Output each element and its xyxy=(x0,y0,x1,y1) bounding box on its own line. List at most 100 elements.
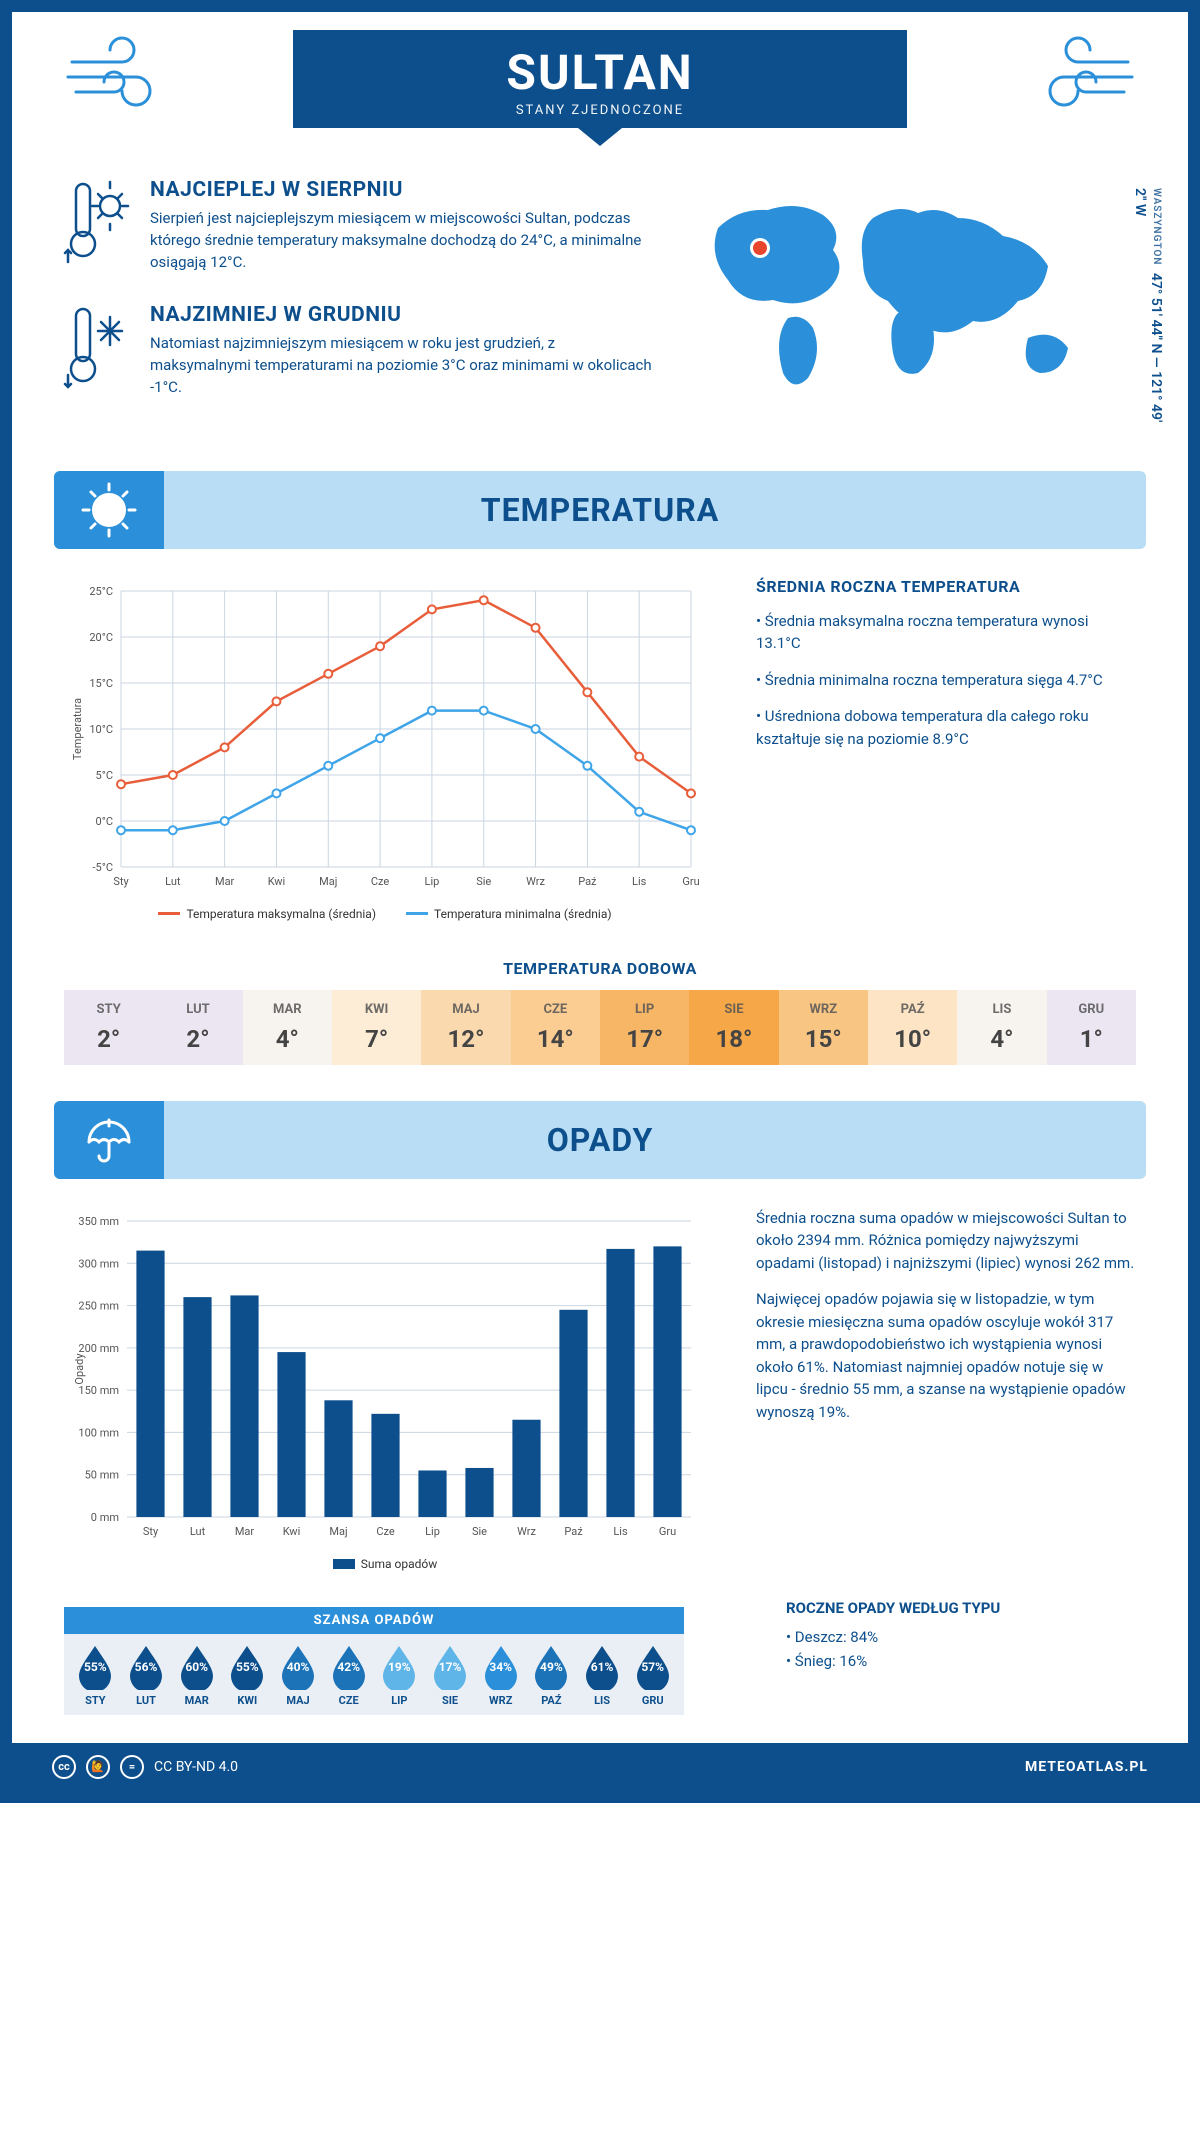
svg-text:0°C: 0°C xyxy=(96,815,113,828)
daily-cell: LIS4° xyxy=(957,990,1046,1065)
legend-min: Temperatura minimalna (średnia) xyxy=(406,907,612,921)
precipitation-chart: 0 mm 50 mm 100 mm 150 mm 200 mm 250 mm 300 mm 3… xyxy=(64,1207,706,1571)
coordinates: WASZYNGTON 47° 51' 44" N — 121° 49' 2" W xyxy=(1132,188,1164,429)
intro-section: NAJCIEPLEJ W SIERPNIU Sierpień jest najc… xyxy=(12,128,1188,457)
coldest-title: NAJZIMNIEJ W GRUDNIU xyxy=(150,303,658,327)
daily-cell: GRU1° xyxy=(1047,990,1136,1065)
svg-text:Cze: Cze xyxy=(371,875,390,888)
svg-text:25°C: 25°C xyxy=(89,585,113,598)
wind-icon xyxy=(1018,32,1138,116)
svg-text:Kwi: Kwi xyxy=(268,875,286,888)
svg-text:Paź: Paź xyxy=(578,875,597,888)
svg-text:Sie: Sie xyxy=(472,1525,487,1538)
svg-text:15°C: 15°C xyxy=(89,677,113,690)
svg-text:Lis: Lis xyxy=(613,1525,628,1538)
svg-text:Opady: Opady xyxy=(73,1352,86,1384)
svg-text:Sie: Sie xyxy=(476,875,491,888)
svg-text:Sty: Sty xyxy=(113,875,129,888)
region-label: WASZYNGTON xyxy=(1151,188,1162,265)
license-text: CC BY-ND 4.0 xyxy=(154,1759,238,1775)
svg-text:Cze: Cze xyxy=(376,1525,395,1538)
precip-chance-box: SZANSA OPADÓW 55%STY56%LUT60%MAR55%KWI40… xyxy=(64,1607,684,1715)
daily-cell: WRZ15° xyxy=(779,990,868,1065)
footer: cc 🙋 = CC BY-ND 4.0 METEOATLAS.PL xyxy=(12,1743,1188,1791)
country-subtitle: STANY ZJEDNOCZONE xyxy=(293,103,907,118)
svg-text:Gru: Gru xyxy=(682,875,699,888)
svg-text:Lip: Lip xyxy=(425,875,440,888)
chance-cell: 17%SIE xyxy=(425,1644,476,1707)
chance-cell: 40%MAJ xyxy=(273,1644,324,1707)
svg-text:10°C: 10°C xyxy=(89,723,113,736)
legend-max: Temperatura maksymalna (średnia) xyxy=(158,907,376,921)
section-title: OPADY xyxy=(54,1121,1146,1159)
thermometer-sun-icon xyxy=(62,178,134,273)
daily-temp-title: TEMPERATURA DOBOWA xyxy=(12,959,1188,978)
hottest-block: NAJCIEPLEJ W SIERPNIU Sierpień jest najc… xyxy=(62,178,658,273)
daily-cell: KWI7° xyxy=(332,990,421,1065)
precipitation-summary: Średnia roczna suma opadów w miejscowośc… xyxy=(756,1207,1136,1571)
svg-text:Lip: Lip xyxy=(425,1525,440,1538)
daily-cell: STY2° xyxy=(64,990,153,1065)
chance-cell: 19%LIP xyxy=(374,1644,425,1707)
precipitation-section-header: OPADY xyxy=(54,1101,1146,1179)
svg-text:350 mm: 350 mm xyxy=(78,1215,119,1228)
chance-cell: 34%WRZ xyxy=(475,1644,526,1707)
svg-text:Kwi: Kwi xyxy=(283,1525,301,1538)
sun-icon xyxy=(54,471,164,549)
umbrella-icon xyxy=(54,1101,164,1179)
city-title: SULTAN xyxy=(293,44,907,101)
daily-cell: LUT2° xyxy=(153,990,242,1065)
svg-text:200 mm: 200 mm xyxy=(78,1341,119,1354)
thermometer-snow-icon xyxy=(62,303,134,398)
wind-icon xyxy=(62,32,182,116)
svg-text:Gru: Gru xyxy=(659,1525,676,1538)
precip-type-title: ROCZNE OPADY WEDŁUG TYPU xyxy=(786,1599,1000,1617)
svg-text:Maj: Maj xyxy=(319,875,337,888)
nd-icon: = xyxy=(120,1755,144,1779)
svg-text:Paź: Paź xyxy=(564,1525,583,1538)
temperature-chart: -5°C0°C5°C10°C15°C20°C25°CStyLutMarKwiMa… xyxy=(64,577,706,921)
svg-text:Lut: Lut xyxy=(190,1525,206,1538)
chance-cell: 61%LIS xyxy=(577,1644,628,1707)
section-title: TEMPERATURA xyxy=(54,491,1146,529)
by-icon: 🙋 xyxy=(86,1755,110,1779)
world-map: WASZYNGTON 47° 51' 44" N — 121° 49' 2" W xyxy=(698,178,1138,429)
svg-text:250 mm: 250 mm xyxy=(78,1299,119,1312)
chance-cell: 55%KWI xyxy=(222,1644,273,1707)
cc-icon: cc xyxy=(52,1755,76,1779)
chance-cell: 42%CZE xyxy=(323,1644,374,1707)
hottest-body: Sierpień jest najcieplejszym miesiącem w… xyxy=(150,208,658,273)
daily-cell: CZE14° xyxy=(511,990,600,1065)
svg-text:Wrz: Wrz xyxy=(526,875,545,888)
daily-cell: SIE18° xyxy=(689,990,778,1065)
daily-cell: MAJ12° xyxy=(421,990,510,1065)
svg-text:Mar: Mar xyxy=(235,1525,255,1538)
chance-title: SZANSA OPADÓW xyxy=(64,1607,684,1634)
avg-temp-title: ŚREDNIA ROCZNA TEMPERATURA xyxy=(756,577,1136,596)
header: SULTAN STANY ZJEDNOCZONE xyxy=(12,12,1188,128)
title-banner: SULTAN STANY ZJEDNOCZONE xyxy=(293,30,907,128)
svg-text:Temperatura: Temperatura xyxy=(71,697,84,759)
temperature-section-header: TEMPERATURA xyxy=(54,471,1146,549)
temperature-summary: ŚREDNIA ROCZNA TEMPERATURA • Średnia mak… xyxy=(756,577,1136,921)
site-name: METEOATLAS.PL xyxy=(1025,1759,1148,1775)
daily-cell: PAŹ10° xyxy=(868,990,957,1065)
svg-text:Mar: Mar xyxy=(215,875,235,888)
chance-cell: 56%LUT xyxy=(121,1644,172,1707)
chance-cell: 60%MAR xyxy=(171,1644,222,1707)
svg-text:50 mm: 50 mm xyxy=(85,1468,119,1481)
legend-precip: Suma opadów xyxy=(333,1557,438,1571)
precip-type-block: ROCZNE OPADY WEDŁUG TYPU • Deszcz: 84% •… xyxy=(786,1591,1000,1673)
svg-text:100 mm: 100 mm xyxy=(78,1426,119,1439)
svg-text:150 mm: 150 mm xyxy=(78,1384,119,1397)
chance-cell: 55%STY xyxy=(70,1644,121,1707)
coldest-block: NAJZIMNIEJ W GRUDNIU Natomiast najzimnie… xyxy=(62,303,658,398)
svg-text:Lis: Lis xyxy=(632,875,647,888)
svg-text:300 mm: 300 mm xyxy=(78,1257,119,1270)
daily-temp-row: STY2°LUT2°MAR4°KWI7°MAJ12°CZE14°LIP17°SI… xyxy=(64,990,1136,1065)
svg-text:0 mm: 0 mm xyxy=(91,1511,119,1524)
svg-text:Wrz: Wrz xyxy=(517,1525,536,1538)
daily-cell: LIP17° xyxy=(600,990,689,1065)
daily-cell: MAR4° xyxy=(243,990,332,1065)
svg-text:5°C: 5°C xyxy=(96,769,113,782)
